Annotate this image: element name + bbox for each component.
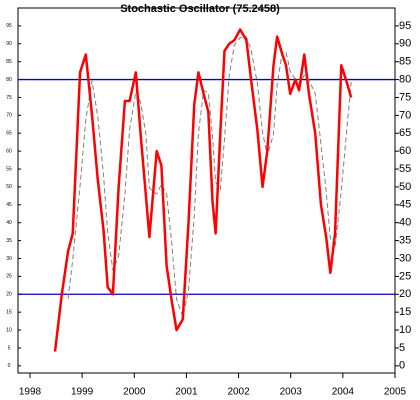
y-tick-label: 85 bbox=[6, 59, 12, 65]
y2-tick-label: 55 bbox=[399, 163, 411, 175]
y-tick-label: 45 bbox=[6, 202, 12, 208]
y-tick-label: 80 bbox=[6, 77, 12, 83]
y2-tick-label: 40 bbox=[399, 217, 411, 229]
y2-tick-label: 70 bbox=[399, 109, 411, 121]
y2-tick-label: 75 bbox=[399, 91, 411, 103]
y-tick-label: 10 bbox=[6, 327, 12, 333]
y-tick-label: 20 bbox=[6, 292, 12, 298]
y2-tick-label: 0 bbox=[399, 360, 405, 372]
y2-tick-label: 95 bbox=[399, 20, 411, 32]
oscillator-line bbox=[53, 28, 353, 352]
y-tick-label: 95 bbox=[6, 23, 12, 29]
y2-tick-label: 65 bbox=[399, 127, 411, 139]
x-tick-label: 2002 bbox=[227, 387, 250, 398]
y-tick-label: 15 bbox=[6, 309, 12, 315]
y2-tick-label: 45 bbox=[399, 199, 411, 211]
y2-tick-label: 35 bbox=[399, 235, 411, 247]
y-tick-label: 90 bbox=[6, 41, 12, 47]
y2-tick-label: 20 bbox=[399, 288, 411, 300]
signal-line bbox=[67, 36, 352, 318]
y-tick-label: 60 bbox=[6, 148, 12, 154]
x-tick-label: 1998 bbox=[19, 387, 42, 398]
y2-tick-label: 80 bbox=[399, 73, 411, 85]
y2-tick-label: 15 bbox=[399, 306, 411, 318]
y-tick-label: 30 bbox=[6, 256, 12, 262]
x-tick-label: 2003 bbox=[280, 387, 303, 398]
x-tick-label: 2000 bbox=[123, 387, 146, 398]
y-tick-label: 0 bbox=[8, 363, 11, 369]
x-tick-label: 2005 bbox=[384, 387, 407, 398]
x-tick-label: 2001 bbox=[175, 387, 198, 398]
y-tick-label: 35 bbox=[6, 238, 12, 244]
y2-tick-label: 5 bbox=[399, 342, 405, 354]
y2-tick-label: 90 bbox=[399, 38, 411, 50]
y-tick-label: 75 bbox=[6, 95, 12, 101]
y2-tick-label: 85 bbox=[399, 56, 411, 68]
y2-tick-label: 30 bbox=[399, 252, 411, 264]
y2-tick-label: 10 bbox=[399, 324, 411, 336]
y-tick-label: 5 bbox=[8, 345, 11, 351]
y-tick-label: 25 bbox=[6, 274, 12, 280]
y-tick-label: 65 bbox=[6, 131, 12, 137]
y-tick-label: 70 bbox=[6, 113, 12, 119]
y2-tick-label: 50 bbox=[399, 181, 411, 193]
y-tick-label: 55 bbox=[6, 166, 12, 172]
x-tick-label: 1999 bbox=[71, 387, 94, 398]
y2-tick-label: 25 bbox=[399, 270, 411, 282]
y2-tick-label: 60 bbox=[399, 145, 411, 157]
chart-title: Stochastic Oscillator (75.2458) bbox=[120, 3, 280, 15]
y-tick-label: 40 bbox=[6, 220, 12, 226]
x-tick-label: 2004 bbox=[332, 387, 355, 398]
y-tick-label: 50 bbox=[6, 184, 12, 190]
